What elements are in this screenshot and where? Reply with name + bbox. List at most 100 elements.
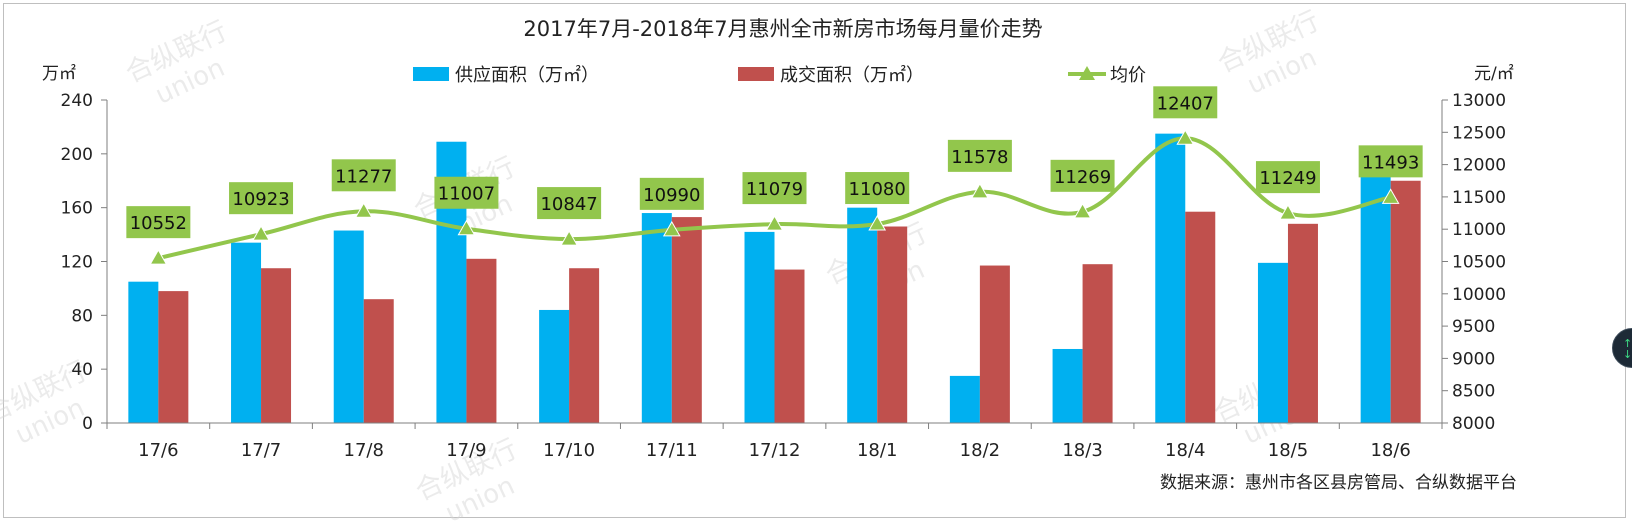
right-tick-label: 11500 xyxy=(1452,188,1506,208)
price-label: 12407 xyxy=(1157,93,1214,114)
supply-bar-17/10 xyxy=(539,309,570,423)
left-tick-label: 40 xyxy=(71,360,93,380)
price-label-box xyxy=(639,177,704,210)
deal-bar-17/12 xyxy=(774,269,805,423)
deal-bar-17/7 xyxy=(261,268,292,423)
price-label: 11277 xyxy=(335,166,392,187)
x-axis: 17/6 17/7 17/8 17/9 17/10 17/11 17/12 18/1 18/2 1… xyxy=(106,422,1443,461)
right-tick-label: 9000 xyxy=(1452,349,1495,369)
x-tick-label: 17/7 xyxy=(241,440,281,461)
price-label-box xyxy=(537,187,602,220)
deal-bar-17/11 xyxy=(671,217,702,423)
x-tick-label: 18/6 xyxy=(1370,440,1410,461)
price-marker-18/6 xyxy=(1381,188,1400,204)
price-marker-18/3 xyxy=(1073,202,1092,219)
x-tick-label: 17/11 xyxy=(646,440,698,461)
deal-bar-17/9 xyxy=(466,258,497,423)
supply-bar-18/1 xyxy=(847,207,878,423)
price-label: 10923 xyxy=(232,189,289,210)
right-tick-label: 8000 xyxy=(1452,414,1495,434)
x-tick-label: 18/5 xyxy=(1268,440,1308,461)
arrow-up-icon: ↑ xyxy=(1623,337,1632,350)
deal-bar-18/5 xyxy=(1287,223,1318,423)
price-label-box xyxy=(1153,86,1218,119)
deal-bar-18/2 xyxy=(979,265,1010,423)
supply-bar-17/7 xyxy=(231,242,262,423)
supply-bar-17/11 xyxy=(641,213,672,423)
deal-bar-17/6 xyxy=(158,291,189,423)
supply-bar-17/12 xyxy=(744,231,775,423)
price-line-layer: 10552 10923 11277 11007 10847 10990 11079 11080… xyxy=(126,86,1423,265)
price-marker-18/2 xyxy=(971,182,989,199)
right-tick-label: 12000 xyxy=(1452,156,1506,176)
price-label-box xyxy=(229,182,294,215)
x-tick-label: 18/4 xyxy=(1165,440,1205,461)
left-tick-label: 240 xyxy=(61,91,93,111)
right-tick-label: 8500 xyxy=(1452,382,1495,402)
left-tick-label: 200 xyxy=(61,145,93,165)
x-tick-label: 17/6 xyxy=(138,440,178,461)
left-axis: 0 40 80 120 160 200 240 xyxy=(61,91,108,434)
price-label: 10552 xyxy=(130,213,187,234)
price-label: 10847 xyxy=(540,194,597,215)
price-label: 11269 xyxy=(1054,167,1111,188)
legend-label: 均价 xyxy=(1110,65,1146,86)
right-axis: 8000 8500 9000 9500 10000 10500 11000 11500 1200… xyxy=(1441,91,1506,434)
price-label: 11249 xyxy=(1259,168,1316,189)
supply-bar-18/2 xyxy=(949,375,980,423)
deal-bar-18/6 xyxy=(1390,180,1421,423)
legend-swatch-deal xyxy=(738,67,774,81)
deal-bar-17/10 xyxy=(569,268,600,423)
price-marker-17/9 xyxy=(457,219,476,236)
left-tick-label: 160 xyxy=(61,199,93,219)
price-label-box xyxy=(845,172,910,205)
price-label-box xyxy=(331,159,396,192)
left-tick-label: 80 xyxy=(71,306,93,326)
left-axis-unit: 万㎡ xyxy=(42,64,76,84)
arrow-down-icon: ↓ xyxy=(1623,348,1632,361)
source-note: 数据来源：惠州市各区县房管局、合纵数据平台 xyxy=(1160,473,1517,493)
price-label: 11493 xyxy=(1362,152,1419,173)
x-tick-label: 17/10 xyxy=(543,440,595,461)
supply-bar-18/5 xyxy=(1257,262,1288,423)
right-tick-label: 10500 xyxy=(1452,253,1506,273)
price-label-box xyxy=(1255,161,1320,194)
supply-bar-17/6 xyxy=(128,281,159,423)
supply-bar-18/4 xyxy=(1155,133,1186,424)
legend-label: 成交面积（万㎡） xyxy=(780,64,924,86)
supply-bar-18/6 xyxy=(1360,176,1391,423)
price-marker-17/10 xyxy=(560,230,578,246)
price-label: 11079 xyxy=(746,179,803,200)
deal-bar-18/4 xyxy=(1185,211,1216,423)
price-marker-17/11 xyxy=(662,220,681,237)
left-tick-label: 0 xyxy=(82,414,93,434)
x-tick-label: 18/2 xyxy=(960,440,1000,461)
deal-bar-18/3 xyxy=(1082,264,1113,423)
x-tick-label: 17/9 xyxy=(446,440,486,461)
left-tick-label: 120 xyxy=(61,253,93,273)
price-label-box xyxy=(434,176,499,209)
price-label-box xyxy=(1358,145,1423,178)
x-tick-label: 18/1 xyxy=(857,440,897,461)
right-tick-label: 13000 xyxy=(1452,91,1506,111)
legend: 供应面积（万㎡） 成交面积（万㎡） 均价 xyxy=(413,64,1146,86)
legend-label: 供应面积（万㎡） xyxy=(455,64,599,86)
chart-frame xyxy=(3,3,1626,518)
right-axis-unit: 元/㎡ xyxy=(1474,64,1514,84)
price-marker-18/4 xyxy=(1176,129,1195,145)
right-tick-label: 11000 xyxy=(1452,220,1506,240)
legend-swatch-supply xyxy=(413,67,449,81)
price-marker-17/7 xyxy=(252,225,270,241)
price-label: 11007 xyxy=(438,184,495,205)
legend-triangle-icon xyxy=(1079,66,1095,80)
price-label: 11578 xyxy=(951,147,1008,168)
price-label: 10990 xyxy=(643,185,700,206)
right-tick-label: 10000 xyxy=(1452,285,1506,305)
supply-bar-17/8 xyxy=(333,230,364,423)
chart-title: 2017年7月-2018年7月惠州全市新房市场每月量价走势 xyxy=(523,17,1042,41)
price-label-box xyxy=(1050,159,1115,192)
price-label-box xyxy=(126,206,191,239)
price-marker-18/5 xyxy=(1279,204,1297,220)
